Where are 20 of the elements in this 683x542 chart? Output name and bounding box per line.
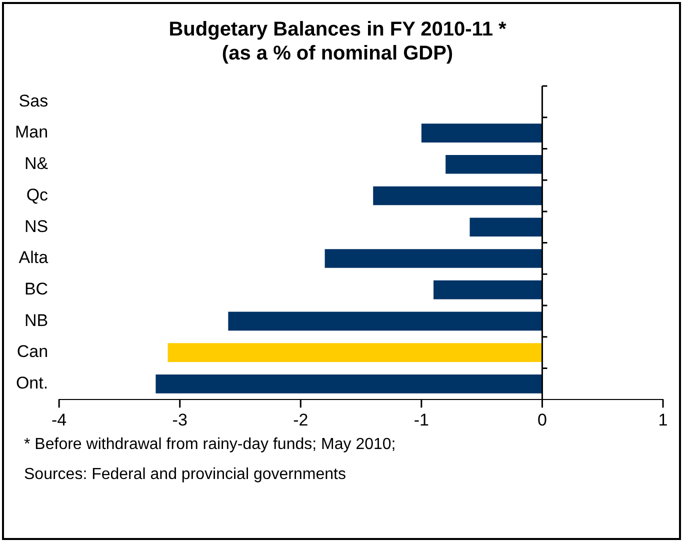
x-tick-label: -3 [172,410,188,430]
x-tick-label: -4 [52,410,67,430]
y-tick-label: BC [24,280,48,299]
chart-subtitle: (as a % of nominal GDP) [222,42,454,65]
x-tick-label: 0 [537,410,547,430]
y-tick-label: Ont. [16,374,48,393]
y-tick-label: Can [16,342,48,362]
x-tick-label: 1 [658,410,668,430]
y-tick-label: N& [24,154,49,174]
x-tick-label: -2 [293,410,308,430]
y-tick-label: NB [24,310,48,330]
y-tick-label: NS [24,216,48,236]
text: * Before withdrawal from rainy-day funds; May 2010; [24,436,396,454]
y-tick-label: Sas [18,91,48,110]
chart-title: Budgetary Balances in FY 2010-11 * [168,18,506,41]
y-tick-label: Man [14,122,48,142]
y-tick-label: Qc [26,185,49,204]
source-note: Sources: Federal and provincial governments [24,466,347,484]
y-tick-label: Alta [18,248,49,268]
x-tick-label: -1 [414,410,429,430]
